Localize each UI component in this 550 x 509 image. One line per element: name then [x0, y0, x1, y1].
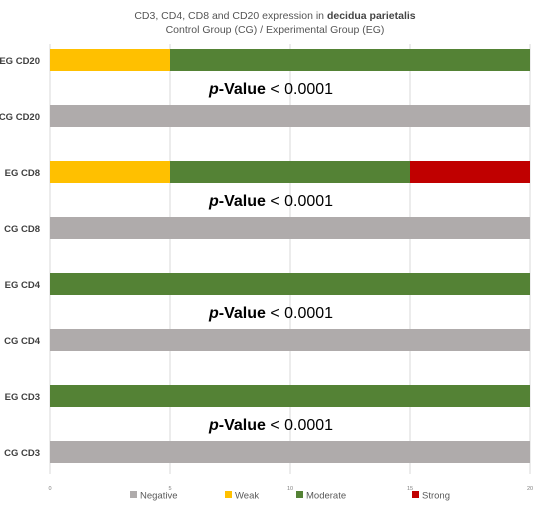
bar-segment-strong — [410, 161, 530, 183]
chart-subtitle: Control Group (CG) / Experimental Group … — [165, 24, 385, 36]
p-value-annotation: p-Value < 0.0001 — [208, 305, 333, 322]
bar-segment-negative — [50, 329, 530, 351]
legend-swatch-strong — [412, 491, 419, 498]
bar-segment-moderate — [170, 49, 530, 71]
p-value-annotation: p-Value < 0.0001 — [208, 81, 333, 98]
p-value-annotation: p-Value < 0.0001 — [208, 417, 333, 434]
category-label: CG CD4 — [4, 336, 41, 347]
bar-segment-negative — [50, 217, 530, 239]
chart-title-prefix: CD3, CD4, CD8 and CD20 expression in — [134, 10, 327, 22]
bar-segment-moderate — [50, 273, 530, 295]
category-label: EG CD4 — [5, 280, 41, 291]
legend-label-moderate: Moderate — [306, 491, 346, 502]
x-tick-label: 0 — [48, 486, 51, 492]
bar-segment-moderate — [170, 161, 410, 183]
x-tick-label: 20 — [527, 486, 533, 492]
category-label: EG CD8 — [5, 168, 40, 179]
legend-swatch-weak — [225, 491, 232, 498]
legend-label-weak: Weak — [235, 491, 259, 502]
legend-swatch-negative — [130, 491, 137, 498]
p-value-annotation: p-Value < 0.0001 — [208, 193, 333, 210]
category-label: CG CD20 — [0, 112, 40, 123]
legend-label-strong: Strong — [422, 491, 450, 502]
category-label: EG CD20 — [0, 56, 40, 67]
x-tick-label: 5 — [168, 486, 171, 492]
x-tick-label: 15 — [407, 486, 413, 492]
chart-title: CD3, CD4, CD8 and CD20 expression in dec… — [0, 10, 550, 22]
bar-segment-negative — [50, 441, 530, 463]
legend-label-negative: Negative — [140, 491, 178, 502]
category-label: EG CD3 — [5, 392, 40, 403]
bar-segment-moderate — [50, 385, 530, 407]
x-tick-label: 10 — [287, 486, 293, 492]
bar-segment-negative — [50, 105, 530, 127]
bar-segment-weak — [50, 161, 170, 183]
category-label: CG CD3 — [4, 448, 40, 459]
legend-swatch-moderate — [296, 491, 303, 498]
chart-title-bold: decidua parietalis — [326, 10, 416, 22]
bar-segment-weak — [50, 49, 170, 71]
category-label: CG CD8 — [4, 224, 40, 235]
